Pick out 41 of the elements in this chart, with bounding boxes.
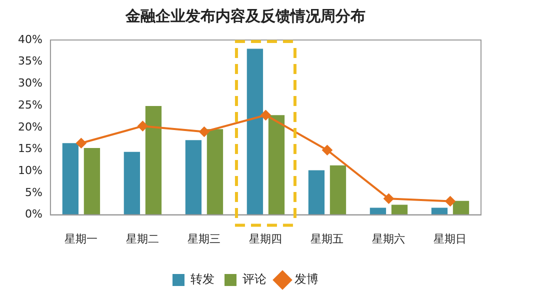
bar: [268, 115, 285, 215]
bar: [246, 48, 264, 215]
bar: [206, 129, 224, 215]
x-tick-label: 星期三: [188, 232, 221, 246]
bar: [391, 204, 408, 215]
x-tick-label: 星期二: [126, 232, 160, 246]
x-tick-label: 星期五: [310, 232, 344, 246]
y-tick-label: 20%: [18, 120, 42, 134]
y-tick-label: 40%: [18, 32, 42, 46]
legend-label: 发博: [294, 272, 318, 286]
x-tick-label: 星期一: [64, 232, 98, 246]
bar: [124, 152, 140, 215]
x-tick-label: 星期六: [372, 232, 406, 246]
x-tick-label: 星期日: [434, 232, 467, 246]
point: [76, 138, 86, 148]
y-tick-label: 0%: [24, 208, 42, 221]
chart-title: 金融企业发布内容及反馈情况周分布: [124, 6, 366, 25]
y-tick-label: 10%: [18, 164, 42, 177]
y-tick-label: 25%: [18, 98, 42, 112]
point: [445, 196, 456, 206]
point: [138, 121, 148, 132]
bar: [145, 106, 162, 215]
y-tick-label: 35%: [18, 54, 42, 68]
y-tick-label: 30%: [18, 76, 42, 90]
bar: [330, 165, 346, 215]
point: [260, 110, 271, 120]
y-tick-label: 15%: [18, 142, 42, 156]
bar: [84, 148, 100, 215]
bar: [431, 208, 448, 215]
point: [384, 194, 394, 204]
point: [322, 145, 332, 156]
y-tick-label: 5%: [24, 186, 42, 199]
point: [199, 126, 210, 137]
legend-label: 转发: [190, 272, 214, 286]
bar: [370, 208, 386, 215]
bar: [185, 140, 202, 215]
x-tick-label: 星期四: [249, 232, 282, 246]
bar: [62, 143, 79, 215]
bar: [308, 170, 325, 215]
bar: [452, 200, 470, 215]
legend-label: 评论: [242, 272, 266, 286]
